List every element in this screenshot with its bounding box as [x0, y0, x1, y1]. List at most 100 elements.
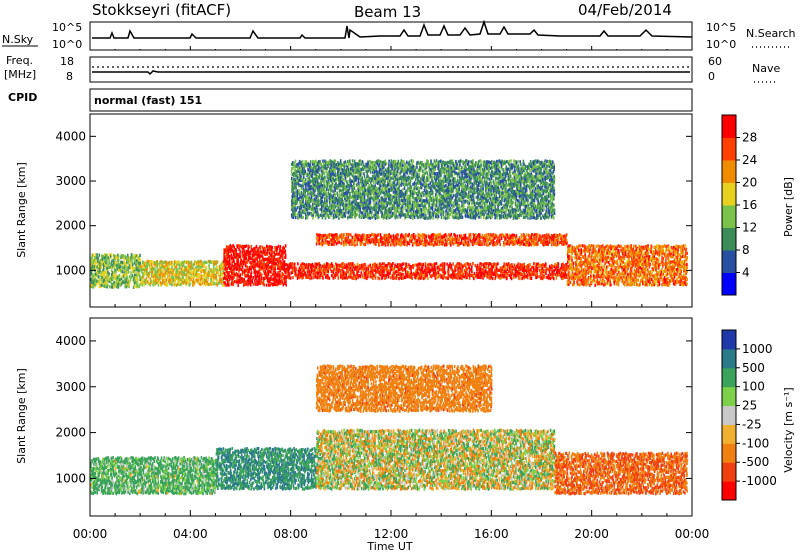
- range-gate-cell: [386, 204, 388, 207]
- range-gate-cell: [206, 261, 208, 264]
- range-gate-cell: [324, 163, 326, 166]
- range-gate-cell: [335, 182, 337, 185]
- range-gate-cell: [381, 172, 383, 175]
- range-gate-cell: [378, 199, 380, 202]
- range-gate-cell: [280, 245, 282, 248]
- range-gate-cell: [300, 200, 302, 203]
- range-gate-cell: [311, 199, 313, 202]
- range-gate-cell: [241, 250, 243, 253]
- range-gate-cell: [98, 275, 100, 278]
- range-gate-cell: [349, 159, 351, 162]
- range-gate-cell: [251, 275, 253, 278]
- range-gate-cell: [356, 201, 358, 204]
- range-gate-cell: [394, 264, 396, 267]
- range-gate-cell: [524, 243, 526, 246]
- range-gate-cell: [542, 267, 544, 270]
- range-gate-cell: [336, 234, 338, 237]
- range-gate-cell: [353, 175, 355, 178]
- range-gate-cell: [438, 271, 440, 274]
- range-gate-cell: [444, 262, 446, 265]
- noise-left-label: N.Sky: [2, 33, 34, 46]
- range-gate-cell: [299, 208, 301, 211]
- range-gate-cell: [490, 233, 492, 236]
- range-gate-cell: [461, 234, 463, 237]
- range-gate-cell: [285, 268, 287, 271]
- range-gate-cell: [224, 273, 226, 276]
- range-gate-cell: [111, 259, 113, 262]
- range-gate-cell: [253, 251, 255, 254]
- range-gate-cell: [236, 249, 238, 252]
- range-gate-cell: [124, 262, 126, 265]
- range-gate-cell: [299, 193, 301, 196]
- range-gate-cell: [165, 261, 167, 264]
- range-gate-cell: [471, 265, 473, 268]
- range-gate-cell: [279, 251, 281, 254]
- range-gate-cell: [284, 260, 286, 263]
- range-gate-cell: [368, 268, 370, 271]
- noise-right-tick-top: 10^5: [706, 21, 736, 34]
- range-gate-cell: [328, 181, 330, 184]
- range-gate-cell: [379, 277, 381, 280]
- range-gate-cell: [108, 259, 110, 262]
- range-gate-cell: [134, 285, 136, 288]
- range-gate-cell: [321, 169, 323, 172]
- range-gate-cell: [259, 268, 261, 271]
- range-gate-cell: [334, 197, 336, 200]
- range-gate-cell: [353, 168, 355, 171]
- range-gate-cell: [436, 276, 438, 279]
- range-gate-cell: [340, 172, 342, 175]
- range-gate-cell: [363, 163, 365, 166]
- range-gate-cell: [393, 243, 395, 246]
- range-gate-cell: [257, 273, 259, 276]
- range-gate-cell: [319, 167, 321, 170]
- range-gate-cell: [463, 273, 465, 276]
- range-gate-cell: [262, 246, 264, 249]
- range-gate-cell: [492, 277, 494, 280]
- range-gate-cell: [450, 264, 452, 267]
- range-gate-cell: [495, 243, 497, 246]
- range-gate-cell: [360, 192, 362, 195]
- range-gate-cell: [239, 250, 241, 253]
- range-gate-cell: [135, 271, 137, 274]
- range-gate-cell: [253, 283, 255, 286]
- range-gate-cell: [229, 255, 231, 258]
- range-gate-cell: [473, 277, 475, 280]
- range-gate-cell: [454, 241, 456, 244]
- range-gate-cell: [309, 163, 311, 166]
- range-gate-cell: [534, 233, 536, 236]
- range-gate-cell: [376, 166, 378, 169]
- range-gate-cell: [343, 168, 345, 171]
- range-gate-cell: [480, 266, 482, 269]
- range-gate-cell: [344, 175, 346, 178]
- range-gate-cell: [371, 214, 373, 217]
- range-gate-cell: [294, 168, 296, 171]
- range-gate-cell: [455, 269, 457, 272]
- range-gate-cell: [253, 276, 255, 279]
- range-gate-cell: [352, 159, 354, 162]
- range-gate-cell: [272, 255, 274, 258]
- range-gate-cell: [326, 170, 328, 173]
- range-gate-cell: [295, 191, 297, 194]
- range-gate-cell: [363, 214, 365, 217]
- range-gate-cell: [250, 268, 252, 271]
- range-gate-cell: [95, 272, 97, 275]
- range-gate-cell: [101, 266, 103, 269]
- range-gate-cell: [522, 239, 524, 242]
- range-gate-cell: [402, 237, 404, 240]
- range-gate-cell: [454, 234, 456, 237]
- range-gate-cell: [379, 243, 381, 246]
- range-gate-cell: [157, 262, 159, 265]
- range-gate-cell: [200, 283, 202, 286]
- range-gate-cell: [364, 175, 366, 178]
- range-gate-cell: [413, 242, 415, 245]
- range-gate-cell: [115, 261, 117, 264]
- range-gate-cell: [363, 179, 365, 182]
- range-gate-cell: [554, 239, 556, 242]
- range-gate-cell: [314, 193, 316, 196]
- range-gate-cell: [505, 237, 507, 240]
- range-gate-cell: [428, 234, 430, 237]
- range-gate-cell: [349, 199, 351, 202]
- range-gate-cell: [233, 271, 235, 274]
- range-gate-cell: [332, 184, 334, 187]
- range-gate-cell: [206, 275, 208, 278]
